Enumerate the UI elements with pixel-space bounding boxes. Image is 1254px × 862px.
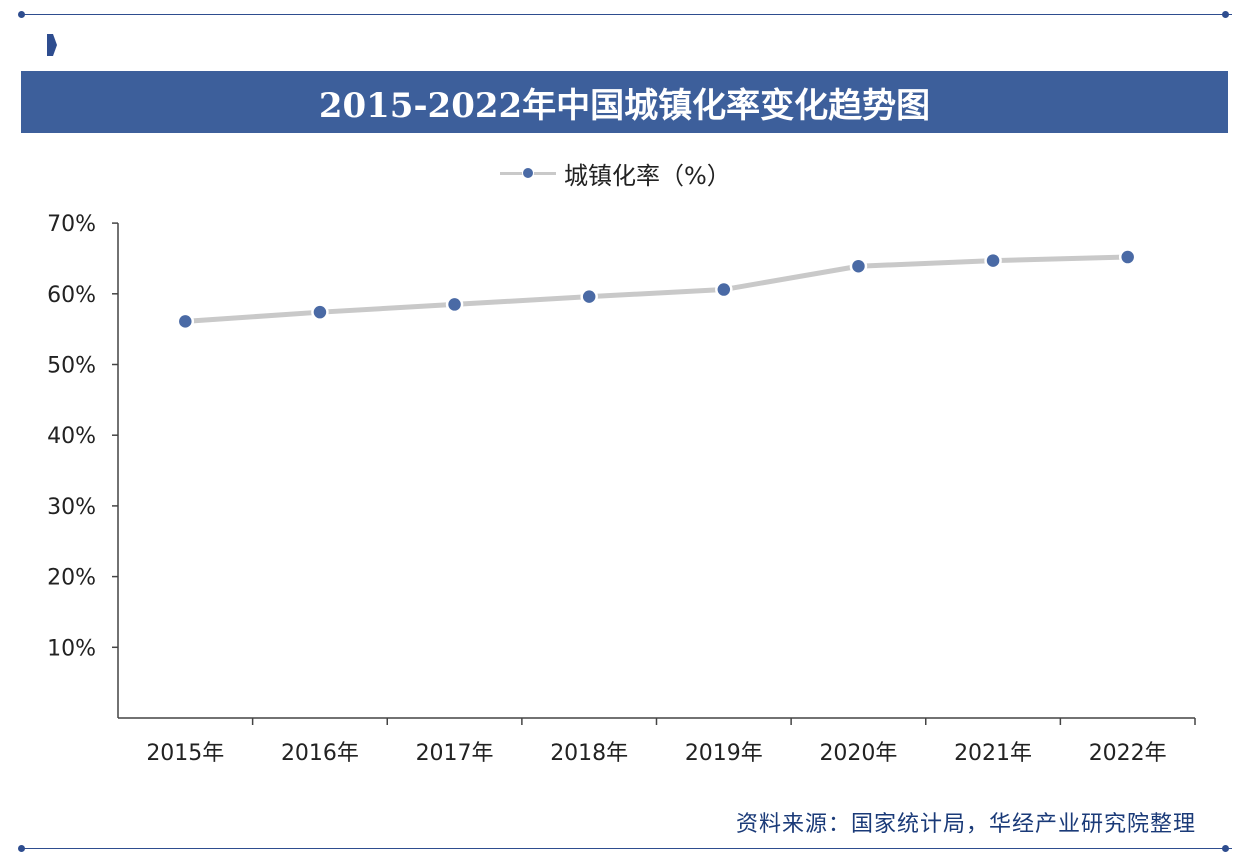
data-point — [445, 295, 464, 314]
chart-legend: 城镇化率（%） — [500, 156, 731, 190]
data-point — [1118, 248, 1137, 266]
y-tick-label: 70% — [47, 212, 96, 237]
y-tick-label: 10% — [47, 636, 96, 661]
y-tick-label: 40% — [47, 424, 96, 449]
x-tick-label: 2020年 — [819, 741, 897, 766]
x-tick-label: 2021年 — [954, 741, 1032, 766]
legend-line-marker-icon — [500, 163, 556, 183]
bottom-right-dot — [1222, 845, 1229, 852]
corner-marker-icon — [47, 34, 57, 56]
legend-label: 城镇化率（%） — [564, 161, 731, 190]
x-tick-label: 2018年 — [550, 741, 628, 766]
bottom-divider — [20, 848, 1232, 849]
title-bar: 2015-2022年中国城镇化率变化趋势图 — [21, 71, 1228, 133]
data-point — [984, 251, 1002, 270]
top-divider — [20, 14, 1232, 15]
y-tick-label: 50% — [47, 354, 96, 379]
x-tick-label: 2022年 — [1089, 741, 1167, 766]
top-left-dot — [18, 11, 25, 18]
x-tick-label: 2015年 — [146, 741, 224, 766]
x-tick-label: 2016年 — [281, 741, 359, 766]
y-tick-label: 60% — [47, 283, 96, 308]
y-tick-label: 20% — [47, 566, 96, 591]
top-right-dot — [1222, 11, 1229, 18]
series-line — [182, 254, 1131, 324]
data-point — [311, 303, 329, 321]
x-tick-label: 2017年 — [416, 741, 494, 766]
bottom-left-dot — [18, 845, 25, 852]
data-point — [849, 257, 868, 275]
y-tick-label: 30% — [47, 495, 96, 520]
chart-title: 2015-2022年中国城镇化率变化趋势图 — [318, 85, 931, 126]
source-note: 资料来源：国家统计局，华经产业研究院整理 — [735, 812, 1196, 837]
x-tick-label: 2019年 — [685, 741, 763, 766]
data-point — [580, 287, 598, 306]
data-point — [715, 280, 733, 299]
data-point — [176, 312, 195, 331]
